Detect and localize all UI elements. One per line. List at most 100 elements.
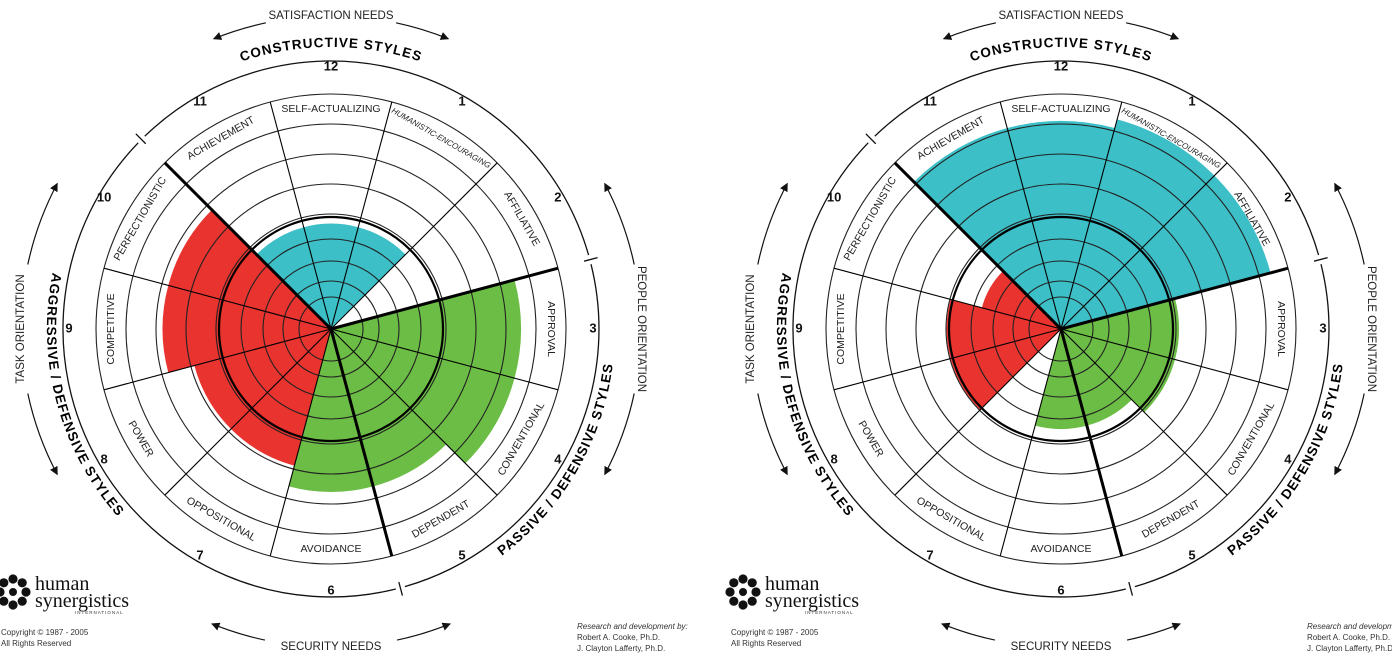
style-label: POWER	[126, 419, 156, 460]
style-number: 9	[795, 320, 802, 335]
style-number: 1	[1188, 94, 1195, 109]
needs-arrow	[604, 182, 635, 265]
cluster-arc	[404, 264, 600, 588]
style-label: SELF-ACTUALIZING	[1011, 103, 1110, 115]
needs-label: PEOPLE ORIENTATION	[635, 266, 647, 392]
credits-author1: Robert A. Cooke, Ph.D.	[1307, 633, 1390, 642]
ring-2	[282, 280, 380, 378]
needs-arrow	[604, 393, 635, 476]
style-number: 2	[554, 189, 561, 204]
ring-8	[125, 123, 537, 535]
cluster-arc	[874, 60, 1320, 256]
needs-arrow	[942, 22, 997, 40]
wedge-affiliative	[1061, 175, 1271, 329]
credits-author2: J. Clayton Lafferty, Ph.D.	[1307, 644, 1392, 653]
needs-label: TASK ORIENTATION	[745, 274, 757, 383]
style-label: SELF-ACTUALIZING	[281, 103, 380, 115]
cluster-divider	[1060, 266, 1289, 331]
needs-arrow	[27, 393, 58, 476]
credits-author2: J. Clayton Lafferty, Ph.D.	[577, 644, 665, 653]
sector-divider	[103, 267, 332, 330]
ring-3	[992, 260, 1130, 398]
ring-3	[262, 260, 400, 398]
ring-1	[298, 296, 364, 362]
style-number: 6	[327, 582, 334, 597]
style-number: 5	[1188, 547, 1195, 562]
needs-label: PEOPLE ORIENTATION	[1365, 266, 1377, 392]
needs-label: TASK ORIENTATION	[15, 274, 27, 383]
logo-petal	[747, 596, 757, 606]
logo-petal	[751, 587, 761, 597]
style-label: DEPENDENT	[1140, 498, 1203, 541]
style-label: AFFILIATIVE	[501, 189, 542, 248]
needs-arrow	[396, 622, 451, 641]
cluster-divider	[329, 328, 394, 557]
sector-divider	[894, 328, 1062, 496]
cluster-divider	[1059, 328, 1124, 557]
needs-arrow	[27, 182, 58, 265]
style-number: 10	[97, 189, 111, 204]
ring-1	[1028, 296, 1094, 362]
needs-arrow	[1334, 393, 1365, 476]
credits-heading: Research and development by:	[577, 622, 688, 631]
style-number: 5	[458, 547, 465, 562]
needs-arrow	[212, 22, 267, 40]
logo-petal	[725, 587, 735, 597]
logo-center	[739, 588, 747, 596]
style-number: 3	[1319, 320, 1326, 335]
cluster-tick	[135, 133, 147, 145]
rights: All Rights Reserved	[1, 639, 71, 648]
sector-divider	[330, 328, 498, 496]
cluster-tick	[1128, 581, 1134, 596]
wedge-competitive	[946, 299, 1061, 359]
logo-petal	[738, 600, 748, 610]
needs-label: SATISFACTION NEEDS	[998, 10, 1123, 22]
cluster-arc	[1134, 264, 1330, 588]
logo-petal	[8, 600, 18, 610]
wedge-dependent	[331, 329, 447, 487]
wedge-oppositional	[231, 329, 331, 466]
cluster-divider	[163, 161, 333, 331]
cluster-divider	[893, 161, 1063, 331]
logo-petal	[729, 596, 739, 606]
style-number: 1	[458, 94, 465, 109]
sector-divider	[269, 101, 332, 330]
style-number: 8	[830, 451, 837, 466]
style-number: 11	[923, 94, 937, 109]
style-number: 7	[196, 547, 203, 562]
logo-line2: synergistics	[35, 590, 129, 612]
style-label: APPROVAL	[545, 301, 557, 357]
style-number: 8	[100, 451, 107, 466]
needs-arrow	[941, 622, 996, 641]
ring-6	[185, 183, 477, 475]
needs-arrow	[757, 393, 788, 476]
sector-divider	[164, 328, 332, 496]
copyright: Copyright © 1987 - 2005	[731, 628, 819, 637]
ring-4	[970, 238, 1152, 420]
needs-arrow	[211, 622, 266, 641]
sector-divider	[103, 328, 332, 391]
sector-divider	[1060, 101, 1123, 330]
ring-5	[945, 213, 1177, 445]
logo-line3: INTERNATIONAL	[75, 610, 124, 615]
style-number: 11	[193, 94, 207, 109]
credits-heading: Research and development by:	[1307, 622, 1392, 631]
logo-petal	[747, 578, 757, 588]
logo-petal	[738, 574, 748, 584]
ring-9	[95, 93, 567, 565]
needs-arrow	[395, 22, 450, 40]
wedge-achievement	[913, 128, 1061, 329]
ring-4	[240, 238, 422, 420]
style-number: 12	[324, 58, 338, 73]
sector-divider	[999, 101, 1062, 330]
ring-5	[215, 213, 447, 445]
wedge-conventional	[331, 329, 515, 464]
cluster-tick	[398, 581, 404, 596]
needs-label: SATISFACTION NEEDS	[268, 10, 393, 22]
needs-arrow	[757, 182, 788, 265]
logo-petal	[17, 596, 27, 606]
style-number: 3	[589, 320, 596, 335]
style-label: PERFECTIONISTIC	[111, 175, 169, 263]
